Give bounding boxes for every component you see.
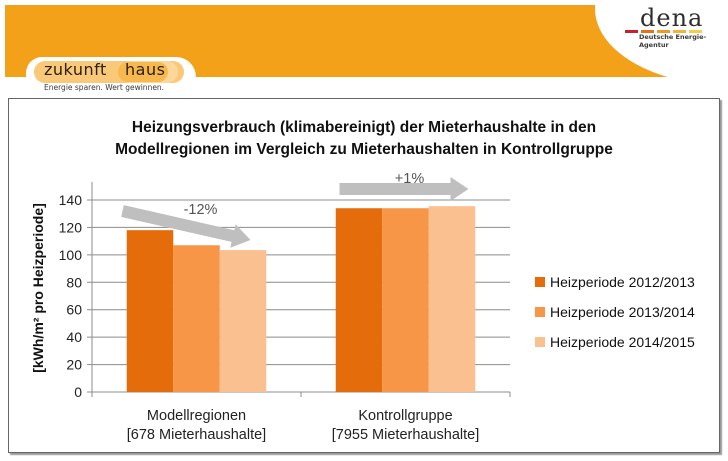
trend-annotation-label: -12% xyxy=(184,202,218,218)
y-tick-label: 40 xyxy=(66,329,82,345)
legend-label: Heizperiode 2013/2014 xyxy=(550,304,695,320)
trend-arrow-icon xyxy=(121,205,251,248)
legend-item: Heizperiode 2014/2015 xyxy=(535,327,695,357)
chart-legend: Heizperiode 2012/2013 Heizperiode 2013/20… xyxy=(535,267,695,357)
legend-label: Heizperiode 2014/2015 xyxy=(550,334,695,350)
y-axis-label: [kWh/m² pro Heizperiode] xyxy=(30,203,46,373)
dena-logo-subtitle: Deutsche Energie-Agentur xyxy=(639,33,707,49)
y-tick-label: 120 xyxy=(59,219,83,235)
legend-swatch xyxy=(535,337,545,347)
y-tick-label: 0 xyxy=(74,384,82,400)
bar xyxy=(219,250,267,392)
legend-item: Heizperiode 2012/2013 xyxy=(535,267,695,297)
dena-stripe xyxy=(657,30,670,33)
legend-swatch xyxy=(535,307,545,317)
y-tick-label: 100 xyxy=(59,247,83,263)
legend-label: Heizperiode 2012/2013 xyxy=(550,274,695,290)
zukunft-haus-logo-word1: zukunft xyxy=(44,60,107,79)
zukunft-haus-logo-haus-bg xyxy=(118,62,168,82)
trend-arrow-icon xyxy=(339,177,469,201)
y-tick-label: 60 xyxy=(66,302,82,318)
y-tick-label: 80 xyxy=(66,274,82,290)
legend-swatch xyxy=(535,277,545,287)
dena-stripe xyxy=(673,30,686,33)
bar xyxy=(428,206,476,392)
dena-stripe xyxy=(641,30,654,33)
y-tick-label: 20 xyxy=(66,357,82,373)
dena-logo: dena xyxy=(640,4,704,32)
y-tick-label: 140 xyxy=(59,192,83,208)
legend-item: Heizperiode 2013/2014 xyxy=(535,297,695,327)
x-category-sublabel: [7955 Mieterhaushalte] xyxy=(332,427,480,443)
trend-annotation-label: +1% xyxy=(395,171,425,187)
x-category-sublabel: [678 Mieterhaushalte] xyxy=(127,427,266,443)
x-category-label: Modellregionen xyxy=(147,408,246,424)
chart-title-line-2: Modellregionen im Vergleich zu Mieterhau… xyxy=(115,141,613,158)
x-category-label: Kontrollgruppe xyxy=(358,408,452,424)
dena-stripe xyxy=(625,30,638,33)
zukunft-haus-logo-word2: haus xyxy=(125,60,166,79)
zukunft-haus-tagline: Energie sparen. Wert gewinnen. xyxy=(44,83,165,92)
bar xyxy=(335,208,383,392)
dena-stripe xyxy=(689,30,702,33)
bar xyxy=(173,245,220,392)
chart-title-line-1: Heizungsverbrauch (klimabereinigt) der M… xyxy=(131,119,597,136)
chart-title: Heizungsverbrauch (klimabereinigt) der M… xyxy=(0,117,728,161)
dena-logo-stripes xyxy=(625,30,702,33)
bar xyxy=(382,208,429,392)
bar xyxy=(126,230,174,392)
